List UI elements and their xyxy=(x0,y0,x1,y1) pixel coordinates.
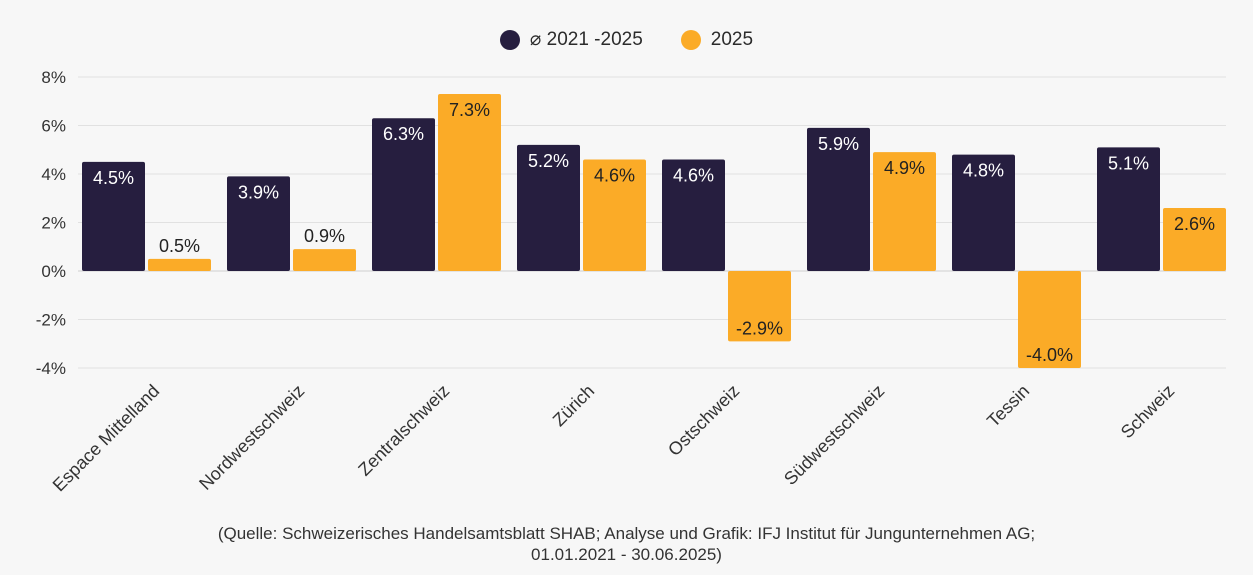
bar-2025 xyxy=(1163,207,1226,271)
data-label: 4.8% xyxy=(963,161,1004,181)
y-tick-label: 0% xyxy=(41,262,66,281)
data-label: 4.5% xyxy=(93,168,134,188)
x-category-label: Südwestschweiz xyxy=(780,381,888,489)
data-label: 3.9% xyxy=(238,182,279,202)
legend: ⌀ 2021 -2025 2025 xyxy=(0,28,1253,51)
bar-average xyxy=(952,154,1015,271)
legend-item-average[interactable]: ⌀ 2021 -2025 xyxy=(499,28,643,51)
data-label: 2.6% xyxy=(1174,214,1215,234)
data-label: 7.3% xyxy=(449,100,490,120)
data-label: 4.6% xyxy=(673,165,714,185)
y-tick-label: 2% xyxy=(41,214,66,233)
y-tick-label: -4% xyxy=(36,359,66,378)
x-category-label: Ostschweiz xyxy=(664,381,743,460)
data-label: 6.3% xyxy=(383,124,424,144)
bar-average xyxy=(807,127,870,271)
bar-2025 xyxy=(438,93,501,271)
data-label: -4.0% xyxy=(1026,345,1073,365)
data-label: -2.9% xyxy=(736,318,783,338)
bar-average xyxy=(227,176,290,271)
x-category-label: Nordwestschweiz xyxy=(195,381,308,494)
x-category-label: Espace Mittelland xyxy=(49,381,164,496)
data-label: 4.9% xyxy=(884,158,925,178)
bar-2025 xyxy=(1018,271,1081,368)
y-tick-label: 8% xyxy=(41,68,66,87)
bar-average xyxy=(82,161,145,271)
x-category-label: Tessin xyxy=(983,381,1033,431)
x-category-label: Zürich xyxy=(549,381,599,431)
source-note: (Quelle: Schweizerisches Handelsamtsblat… xyxy=(0,523,1253,565)
x-category-label: Schweiz xyxy=(1117,381,1179,443)
bar-2025 xyxy=(873,152,936,271)
bar-average xyxy=(662,159,725,271)
bar-2025 xyxy=(583,159,646,271)
data-label: 0.5% xyxy=(159,236,200,256)
bar-average xyxy=(1097,147,1160,271)
source-line-1: (Quelle: Schweizerisches Handelsamtsblat… xyxy=(217,524,1036,543)
data-label: 5.2% xyxy=(528,151,569,171)
x-category-label: Zentralschweiz xyxy=(354,381,453,480)
bar-2025 xyxy=(728,271,791,342)
source-line-2: 01.01.2021 - 30.06.2025) xyxy=(531,545,722,564)
data-label: 5.1% xyxy=(1108,153,1149,173)
data-label: 4.6% xyxy=(594,165,635,185)
bar-chart: 8% 6% 4% 2% 0% -2% -4% 4.5% 0.5% Espace Mittellan… xyxy=(36,68,1226,496)
legend-label-2025: 2025 xyxy=(710,28,754,50)
bar-average xyxy=(372,118,435,271)
legend-item-2025[interactable]: 2025 xyxy=(680,28,754,51)
y-tick-label: 6% xyxy=(41,117,66,136)
legend-marker-average xyxy=(499,29,520,50)
legend-marker-2025 xyxy=(680,29,701,50)
bar-average xyxy=(517,144,580,271)
bar-2025 xyxy=(148,258,211,271)
y-tick-label: 4% xyxy=(41,165,66,184)
y-tick-label: -2% xyxy=(36,311,66,330)
data-label: 0.9% xyxy=(304,226,345,246)
bar-2025 xyxy=(293,249,356,271)
legend-label-average: ⌀ 2021 -2025 xyxy=(529,29,643,50)
data-label: 5.9% xyxy=(818,134,859,154)
